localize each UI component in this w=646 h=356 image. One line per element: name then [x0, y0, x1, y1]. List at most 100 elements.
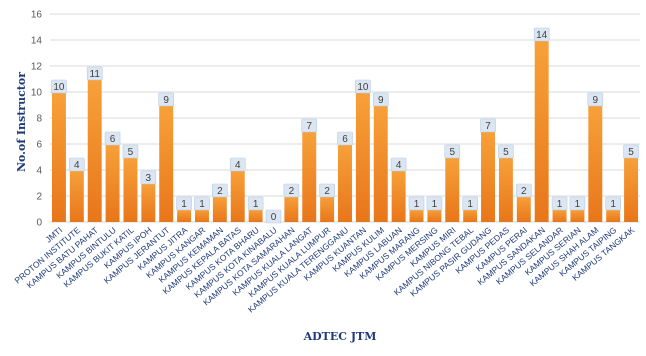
data-label: 10: [357, 82, 369, 93]
data-label: 0: [271, 212, 277, 223]
data-label: 2: [324, 186, 330, 197]
data-label: 1: [432, 199, 438, 210]
data-label: 14: [536, 30, 548, 41]
data-label-box: [140, 170, 157, 185]
y-tick-label: 6: [36, 140, 42, 151]
bar: [391, 170, 406, 222]
data-label: 4: [235, 160, 241, 171]
bar: [624, 157, 639, 222]
data-label-box: [158, 92, 175, 107]
data-label: 5: [628, 147, 634, 158]
data-label-box: [444, 144, 461, 159]
data-label: 1: [467, 199, 473, 210]
data-label: 5: [128, 147, 134, 158]
bar: [141, 183, 156, 222]
data-label-box: [301, 118, 318, 133]
bar: [87, 79, 102, 222]
data-label: 6: [110, 134, 116, 145]
bar: [552, 209, 567, 222]
data-label: 1: [610, 199, 616, 210]
bars: [51, 40, 639, 222]
data-label-box: [265, 209, 282, 224]
data-label-box: [372, 92, 389, 107]
y-tick-label: 2: [36, 192, 42, 203]
data-label-box: [176, 196, 192, 211]
data-label: 11: [90, 69, 101, 80]
bar: [409, 209, 424, 222]
data-label-box: [408, 196, 425, 211]
data-label-box: [69, 157, 85, 172]
data-label-box: [587, 92, 604, 107]
data-label: 1: [199, 199, 205, 210]
data-label-box: [247, 196, 264, 211]
bar: [248, 209, 263, 222]
y-tick-label: 0: [36, 218, 42, 229]
bar: [463, 209, 478, 222]
bar: [355, 92, 370, 222]
y-tick-label: 16: [31, 10, 43, 21]
bar: [123, 157, 138, 222]
bar: [570, 209, 585, 222]
data-label-box: [480, 118, 496, 133]
data-label: 4: [396, 160, 402, 171]
y-axis-ticks: 0 2 4 6 8 10 12 14 16: [31, 10, 43, 229]
data-label-box: [551, 196, 568, 211]
data-label: 2: [521, 186, 527, 197]
data-label: 3: [146, 173, 152, 184]
bar: [498, 157, 513, 222]
x-axis-title: ADTEC JTM: [303, 330, 377, 343]
bar: [159, 105, 174, 222]
bar: [194, 209, 209, 222]
data-label: 1: [181, 199, 187, 210]
data-label-box: [515, 183, 532, 198]
data-label-box: [390, 157, 407, 172]
bar: [427, 209, 442, 222]
bar: [302, 131, 317, 222]
data-label-box: [319, 183, 335, 198]
data-label-box: [337, 131, 353, 146]
bar: [606, 209, 621, 222]
data-label-box: [86, 66, 103, 81]
bar: [373, 105, 388, 222]
data-label: 1: [253, 199, 259, 210]
data-label: 9: [163, 95, 169, 106]
data-label-box: [194, 196, 210, 211]
data-label-box: [51, 79, 67, 94]
data-label: 7: [306, 121, 312, 132]
data-label-box: [569, 196, 586, 211]
y-tick-label: 14: [31, 36, 43, 47]
data-label-box: [122, 144, 139, 159]
bar: [69, 170, 84, 222]
data-label: 2: [289, 186, 295, 197]
data-label: 6: [342, 134, 348, 145]
data-label: 1: [575, 199, 581, 210]
data-label: 10: [53, 82, 65, 93]
bar: [445, 157, 460, 222]
y-tick-label: 12: [31, 62, 43, 73]
bar: [105, 144, 120, 222]
data-label: 4: [74, 160, 80, 171]
data-label-box: [355, 79, 371, 94]
bar: [481, 131, 496, 222]
data-label-box: [462, 196, 478, 211]
data-label: 1: [414, 199, 420, 210]
y-axis-title: No.of Instructor: [15, 72, 28, 172]
bar: [516, 196, 531, 222]
y-tick-label: 8: [36, 114, 42, 125]
data-label: 9: [378, 95, 384, 106]
bar: [230, 170, 245, 222]
bar: [51, 92, 66, 222]
bar: [588, 105, 603, 222]
data-label-box: [533, 27, 550, 42]
data-label: 5: [503, 147, 509, 158]
data-label-box: [283, 183, 300, 198]
data-label-box: [623, 144, 639, 159]
data-label-box: [229, 157, 246, 172]
bar: [212, 196, 227, 222]
data-label: 1: [557, 199, 563, 210]
data-label: 9: [593, 95, 599, 106]
bar: [338, 144, 352, 222]
data-label: 2: [217, 186, 223, 197]
